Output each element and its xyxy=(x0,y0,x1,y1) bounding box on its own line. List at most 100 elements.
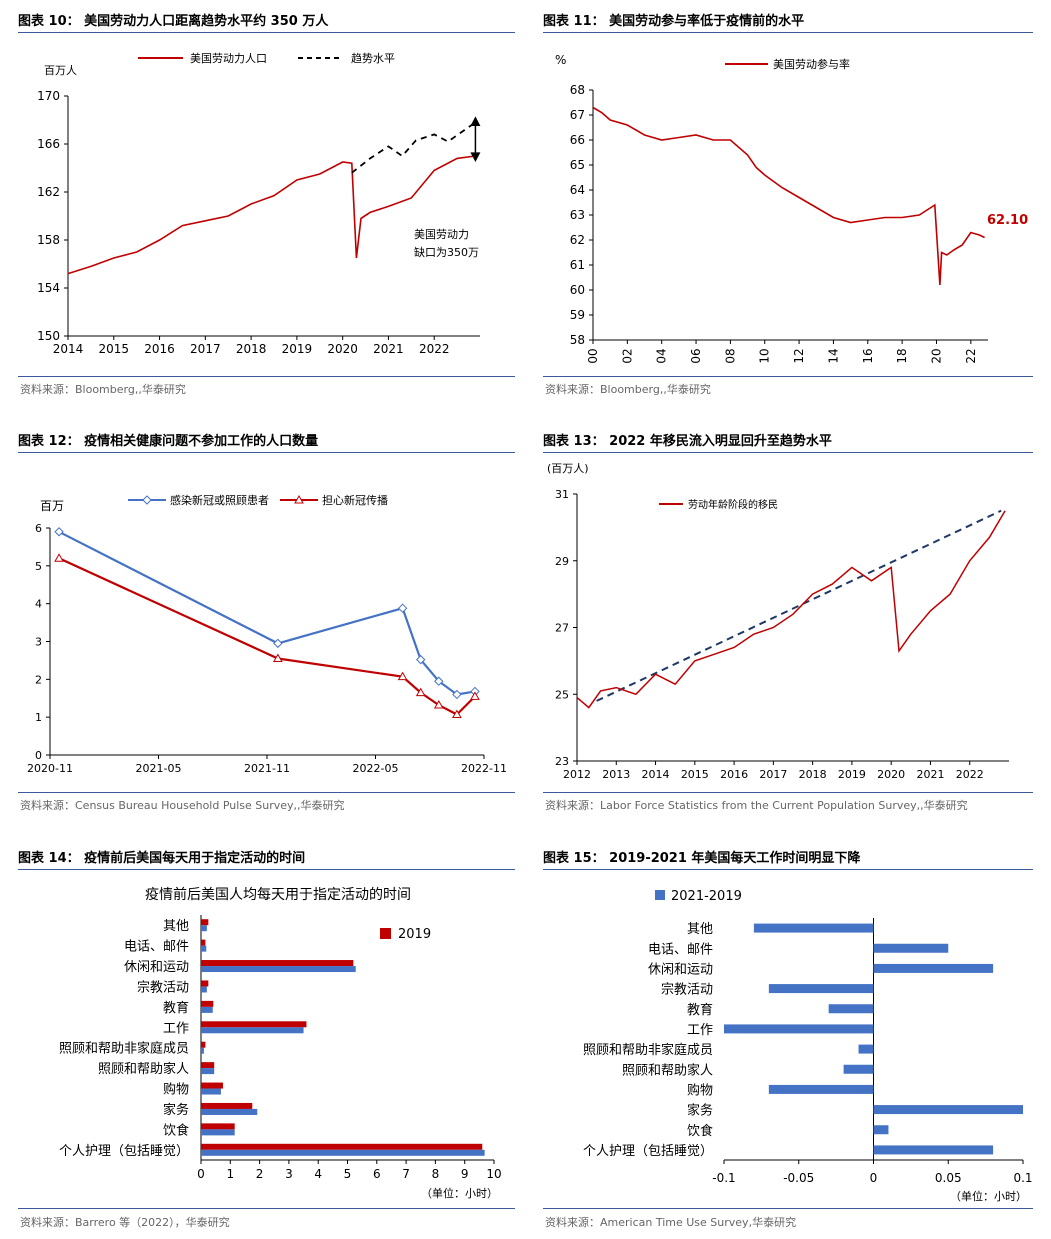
category-label: 个人护理（包括睡觉） xyxy=(59,1144,189,1159)
bar-2021 xyxy=(201,925,207,932)
bar-diff xyxy=(768,1084,874,1094)
y-tick-label: 4 xyxy=(35,598,42,611)
chart-title: 图表 10： 美国劳动力人口距离趋势水平约 350 万人 xyxy=(18,14,329,29)
legend-marker xyxy=(294,494,304,504)
x-tick-label: 22 xyxy=(964,348,978,363)
title-rule xyxy=(18,452,515,453)
x-tick-label: 0 xyxy=(870,1171,878,1185)
chart-panel-12: 图表 12： 疫情相关健康问题不参加工作的人口数量 0 1 2 3 4 5 6 2020-11… xyxy=(18,430,515,820)
chart-12-plot: 0 1 2 3 4 5 6 2020-11 2021-05 2021-11 2022-05 2022-… xyxy=(27,493,507,775)
x-tick-label: 10 xyxy=(758,348,772,363)
bar-2021 xyxy=(201,1006,213,1013)
y-tick-label: 25 xyxy=(555,688,569,701)
category-label: 宗教活动 xyxy=(661,982,713,998)
data-point xyxy=(415,687,426,697)
x-tick-label: 00 xyxy=(586,348,600,363)
x-tick-label: 2020 xyxy=(327,342,358,356)
category-label: 其他 xyxy=(163,919,189,934)
bar-2019 xyxy=(201,1041,206,1048)
x-tick-label: 7 xyxy=(402,1167,410,1181)
bar-diff xyxy=(873,963,994,973)
chart-14-plot: 疫情前后美国人均每天用于指定活动的时间 0 1 2 3 4 5 6 7 8 9 10 （单位：小时） 其他… xyxy=(59,886,502,1200)
category-label: 电话、邮件 xyxy=(648,942,713,957)
title-rule xyxy=(543,869,1033,870)
x-tick-label: 16 xyxy=(861,348,875,363)
x-tick-label: 06 xyxy=(689,348,703,363)
title-rule xyxy=(18,869,515,870)
unit-note: （单位：小时） xyxy=(950,1189,1027,1203)
legend-label: 2021-2019 xyxy=(671,889,742,904)
bar-diff xyxy=(873,1105,1023,1115)
x-tick-label: 2021 xyxy=(373,342,404,356)
legend-label: 感染新冠或照顾患者 xyxy=(170,493,269,507)
y-tick-label: 150 xyxy=(37,329,60,343)
legend-label: 美国劳动参与率 xyxy=(773,57,850,71)
legend-label: 趋势水平 xyxy=(351,52,395,65)
bar-diff xyxy=(873,1145,994,1155)
participation-rate-line xyxy=(592,106,985,286)
x-tick-label: 02 xyxy=(620,348,634,363)
y-tick-label: 65 xyxy=(570,158,585,172)
y-tick-label: 66 xyxy=(570,133,585,147)
x-tick-label: 20 xyxy=(929,348,943,363)
bar-diff xyxy=(828,1004,874,1014)
x-tick-label: 04 xyxy=(655,348,669,363)
x-tick-label: 2020 xyxy=(877,768,905,781)
bar-2021 xyxy=(201,1108,258,1115)
chart-subtitle: 疫情前后美国人均每天用于指定活动的时间 xyxy=(145,886,411,903)
chart-panel-10: 图表 10： 美国劳动力人口距离趋势水平约 350 万人 150 154 158 16… xyxy=(18,10,515,405)
trend-line xyxy=(596,509,1002,702)
category-label: 饮食 xyxy=(687,1123,713,1139)
y-tick-label: 31 xyxy=(555,488,569,501)
source-rule xyxy=(18,1208,515,1209)
x-tick-label: 2021 xyxy=(916,768,944,781)
x-tick-label: 18 xyxy=(895,348,909,363)
category-label: 工作 xyxy=(687,1023,713,1038)
chart-source: 资料来源：Census Bureau Household Pulse Surve… xyxy=(20,799,345,812)
category-label: 照顾和帮助家人 xyxy=(622,1062,713,1078)
x-tick-label: 2022-11 xyxy=(461,762,507,775)
legend-label: 美国劳动力人口 xyxy=(190,52,267,65)
bar-2021 xyxy=(201,1027,304,1034)
x-tick-label: 2012 xyxy=(563,768,591,781)
bar-2019 xyxy=(201,980,209,987)
bar-2021 xyxy=(201,986,207,993)
y-tick-label: 3 xyxy=(35,636,42,649)
data-point xyxy=(416,654,426,665)
x-tick-label: 8 xyxy=(432,1167,440,1181)
gap-annotation: 缺口为350万 xyxy=(414,245,479,259)
y-tick-label: 5 xyxy=(35,560,42,573)
chart-source: 资料来源：Bloomberg,,华泰研究 xyxy=(20,383,186,396)
chart-source: 资料来源：American Time Use Survey,华泰研究 xyxy=(545,1216,797,1229)
bar-diff xyxy=(858,1044,874,1054)
chart-panel-13: 图表 13： 2022 年移民流入明显回升至趋势水平 23 25 27 29 31 201… xyxy=(543,430,1033,820)
title-rule xyxy=(543,452,1033,453)
x-tick-label: 14 xyxy=(826,348,840,363)
category-label: 宗教活动 xyxy=(137,979,189,995)
data-point xyxy=(470,691,480,700)
data-point xyxy=(272,653,283,663)
y-tick-label: 60 xyxy=(570,283,585,297)
chart-title: 图表 14： 疫情前后美国每天用于指定活动的时间 xyxy=(18,851,306,866)
y-tick-label: 62 xyxy=(570,233,585,247)
bar-2019 xyxy=(201,1021,307,1028)
y-unit-label: (百万人) xyxy=(547,462,589,475)
x-tick-label: 6 xyxy=(373,1167,381,1181)
data-point xyxy=(397,603,408,613)
y-tick-label: 166 xyxy=(37,137,60,151)
source-rule xyxy=(543,792,1033,793)
title-rule xyxy=(543,32,1033,33)
category-label: 休闲和运动 xyxy=(124,960,189,975)
bar-2021 xyxy=(201,1088,221,1095)
category-label: 购物 xyxy=(687,1082,713,1098)
chart-source: 资料来源：Bloomberg,,华泰研究 xyxy=(545,383,711,396)
category-label: 家务 xyxy=(163,1102,189,1118)
y-tick-label: 68 xyxy=(570,83,585,97)
y-tick-label: 23 xyxy=(555,755,569,768)
bar-diff xyxy=(724,1024,874,1034)
x-tick-label: 0 xyxy=(197,1167,205,1181)
x-tick-label: 2 xyxy=(256,1167,264,1181)
x-tick-label: 2022-05 xyxy=(353,762,399,775)
bar-diff xyxy=(768,984,874,994)
infected-line xyxy=(58,530,476,696)
